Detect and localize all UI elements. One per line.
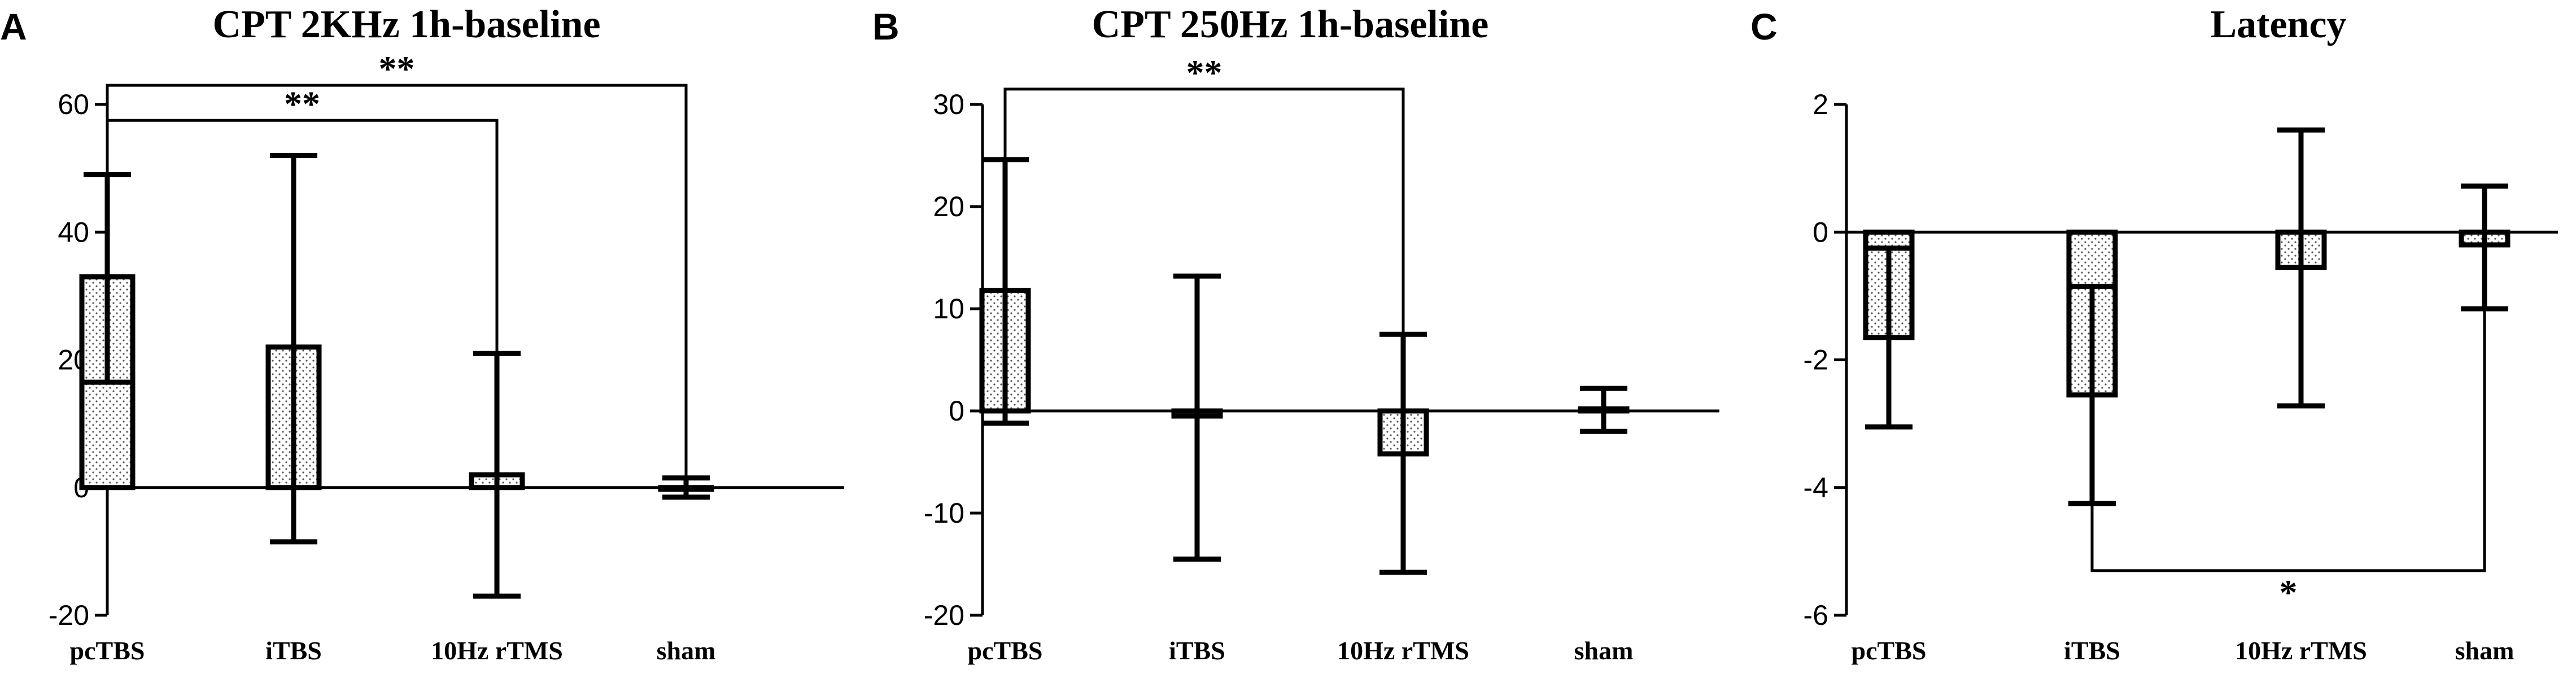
category-label: pcTBS [968, 636, 1043, 665]
category-label: 10Hz rTMS [1337, 636, 1469, 665]
y-tick-label: 10 [933, 293, 964, 325]
y-tick-label: 0 [949, 395, 964, 427]
significance-label: ** [1186, 52, 1222, 93]
chart-title: Latency [2210, 3, 2346, 46]
category-label: sham [1574, 636, 1634, 665]
y-tick-label: 0 [1813, 216, 1828, 248]
y-tick-label: 60 [58, 89, 89, 120]
category-label: iTBS [1169, 636, 1225, 665]
category-label: iTBS [2064, 636, 2120, 665]
chart-title: CPT 250Hz 1h-baseline [1092, 3, 1489, 46]
panel-letter: A [0, 6, 27, 47]
significance-bracket [106, 84, 688, 478]
category-label: sham [657, 636, 716, 665]
y-tick-label: 20 [933, 191, 964, 222]
significance-bracket [1003, 87, 1405, 335]
category-label: 10Hz rTMS [431, 636, 563, 665]
category-label: sham [2455, 636, 2514, 665]
y-tick-label: -10 [924, 497, 964, 529]
panel-letter: C [1750, 6, 1778, 47]
significance-label: ** [284, 84, 320, 124]
category-label: pcTBS [70, 636, 145, 665]
y-tick-label: 2 [1813, 89, 1828, 120]
category-label: iTBS [265, 636, 322, 665]
chart-title: CPT 2KHz 1h-baseline [212, 3, 600, 46]
panel-letter: B [872, 6, 900, 47]
y-tick-label: 30 [933, 89, 964, 120]
y-tick-label: -6 [1804, 599, 1828, 631]
significance-label: ** [379, 49, 415, 89]
significance-bracket [2090, 309, 2486, 572]
category-label: 10Hz rTMS [2235, 636, 2367, 665]
y-tick-label: -4 [1804, 472, 1828, 504]
y-tick-label: 40 [58, 216, 89, 248]
y-tick-label: -20 [924, 599, 964, 631]
y-tick-label: -2 [1804, 344, 1828, 376]
y-tick-label: -20 [49, 599, 89, 631]
significance-label: * [2280, 572, 2298, 612]
category-label: pcTBS [1852, 636, 1927, 665]
